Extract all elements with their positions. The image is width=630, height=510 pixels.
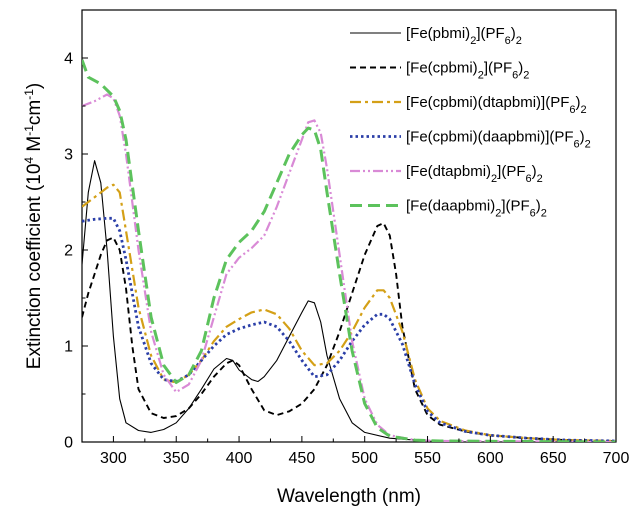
y-tick-label: 2 (64, 243, 73, 260)
x-tick-label: 450 (289, 450, 316, 467)
x-tick-label: 300 (100, 450, 127, 467)
legend-item-2: [Fe(cpbmi)2](PF6)2 (350, 60, 529, 82)
x-tick-label: 700 (603, 450, 630, 467)
x-tick-label: 500 (351, 450, 378, 467)
legend-label: [Fe(daapbmi)2](PF6)2 (406, 198, 547, 220)
legend-label: [Fe(pbmi)2](PF6)2 (406, 25, 522, 47)
y-tick-label: 1 (64, 339, 73, 356)
y-tick-label: 3 (64, 147, 73, 164)
legend-label: [Fe(cpbmi)(dtapbmi)](PF6)2 (406, 94, 587, 116)
legend-item-1: [Fe(pbmi)2](PF6)2 (350, 25, 522, 47)
x-tick-label: 350 (163, 450, 190, 467)
y-tick-label: 4 (64, 51, 73, 68)
series-layer (82, 59, 616, 442)
x-tick-label: 400 (226, 450, 253, 467)
series-line-3 (82, 183, 616, 442)
series-line-6 (82, 59, 616, 442)
legend-label: [Fe(cpbmi)(daapbmi)](PF6)2 (406, 129, 591, 151)
legend-item-4: [Fe(cpbmi)(daapbmi)](PF6)2 (350, 129, 591, 151)
legend-item-5: [Fe(dtapbmi)2](PF6)2 (350, 163, 543, 185)
plot-frame (81, 9, 617, 443)
series-line-2 (82, 222, 616, 442)
legend-item-6: [Fe(daapbmi)2](PF6)2 (350, 198, 547, 220)
x-tick-label: 600 (477, 450, 504, 467)
series-line-1 (82, 160, 616, 442)
x-axis-title: Wavelength (nm) (277, 486, 421, 507)
legend-label: [Fe(dtapbmi)2](PF6)2 (406, 163, 543, 185)
series-line-4 (82, 216, 616, 442)
legend-label: [Fe(cpbmi)2](PF6)2 (406, 60, 529, 82)
series-line-5 (82, 93, 616, 442)
y-ticks: 0 1 2 3 4 (64, 9, 88, 452)
x-tick-label: 550 (414, 450, 441, 467)
legend: [Fe(pbmi)2](PF6)2 [Fe(cpbmi)2](PF6)2 [Fe(c… (350, 25, 591, 220)
legend-item-3: [Fe(cpbmi)(dtapbmi)](PF6)2 (350, 94, 587, 116)
y-tick-label: 0 (64, 435, 73, 452)
y-axis-title: Extinction coefficient (104 M-1cm-1) (22, 83, 45, 369)
x-ticks: 300 350 400 450 500 550 600 650 700 (81, 436, 630, 467)
x-tick-label: 650 (540, 450, 567, 467)
